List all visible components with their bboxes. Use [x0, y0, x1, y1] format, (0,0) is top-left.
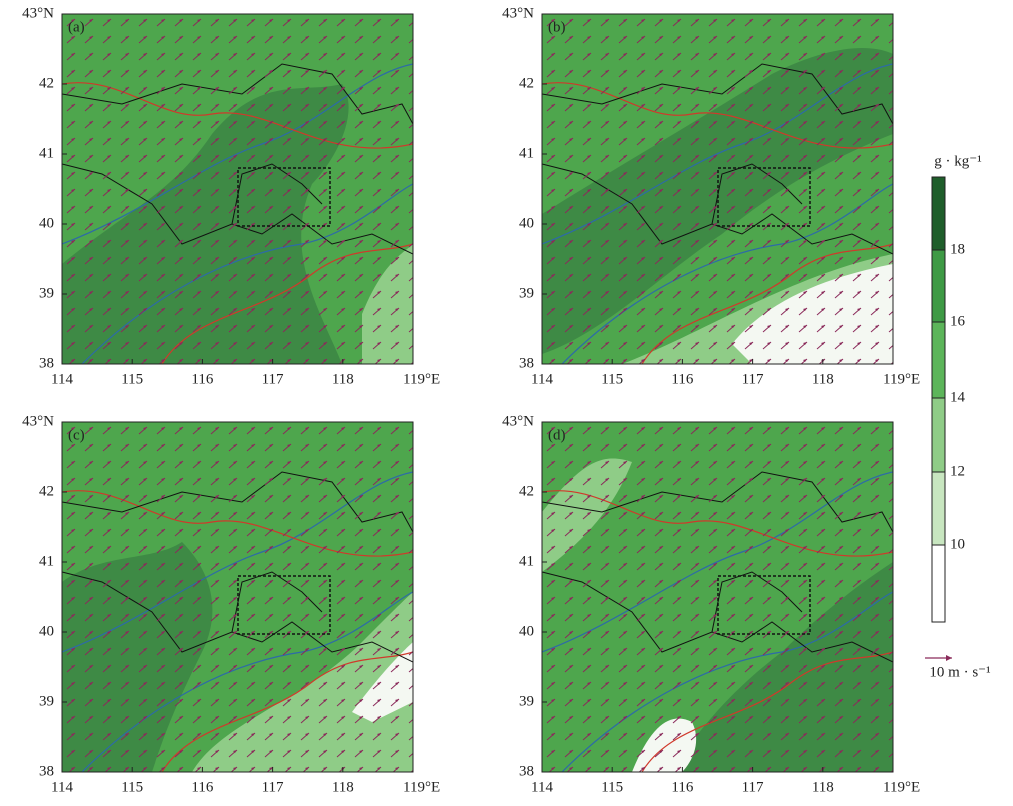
y-tick-label: 41	[519, 145, 534, 161]
y-tick-label: 40	[39, 215, 54, 231]
x-tick-label: 115	[601, 371, 623, 387]
y-tick-label: 42	[519, 483, 534, 499]
y-tick-label: 42	[519, 75, 534, 91]
x-tick-label: 116	[671, 371, 693, 387]
x-tick-label: 119°E	[403, 779, 440, 795]
y-tick-label: 43°N	[22, 413, 54, 429]
x-tick-label: 118	[332, 371, 354, 387]
colorbar-segment	[932, 545, 945, 622]
map-panel: (c) 114 115 116 117 118 119°E 38 39 40 41 42 43°N	[22, 413, 440, 795]
x-tick-label: 114	[51, 779, 73, 795]
x-tick-label: 115	[601, 779, 623, 795]
x-tick-label: 116	[191, 371, 213, 387]
x-tick-label: 118	[332, 779, 354, 795]
map-area	[542, 14, 893, 364]
x-tick-label: 115	[121, 371, 143, 387]
x-tick-label: 118	[812, 779, 834, 795]
wind-vectors	[542, 422, 893, 772]
x-tick-label: 114	[531, 779, 553, 795]
panel-label: (b)	[548, 19, 566, 35]
y-tick-label: 39	[519, 693, 534, 709]
y-tick-label: 39	[519, 285, 534, 301]
map-area	[62, 14, 413, 364]
panel-label: (a)	[68, 19, 85, 35]
y-tick-label: 41	[39, 553, 54, 569]
x-tick-label: 117	[742, 371, 764, 387]
x-tick-label: 119°E	[883, 371, 920, 387]
y-tick-label: 41	[39, 145, 54, 161]
x-tick-label: 117	[742, 779, 764, 795]
colorbar-tick-label: 14	[950, 389, 966, 405]
colorbar-segment	[932, 472, 945, 545]
y-tick-label: 40	[519, 215, 534, 231]
colorbar-segment	[932, 398, 945, 472]
colorbar-segment	[932, 177, 945, 250]
panel-label: (c)	[68, 427, 85, 443]
figure: g · kg⁻¹ 10 m · s⁻¹ 10 12 14 16 18 (a) 114 115 1…	[0, 0, 1013, 806]
x-tick-label: 117	[262, 371, 284, 387]
colorbar-unit: g · kg⁻¹	[934, 153, 981, 169]
map-panel: (d) 114 115 116 117 118 119°E 38 39 40 41 42 43°N	[502, 413, 920, 795]
colorbar-segment	[932, 250, 945, 322]
colorbar-tick-label: 16	[950, 313, 966, 329]
y-tick-label: 40	[39, 623, 54, 639]
colorbar-tick-label: 18	[950, 241, 965, 257]
wind-vectors	[542, 14, 893, 364]
x-tick-label: 119°E	[403, 371, 440, 387]
y-tick-label: 39	[39, 693, 54, 709]
x-tick-label: 116	[671, 779, 693, 795]
x-tick-label: 115	[121, 779, 143, 795]
y-tick-label: 43°N	[22, 5, 54, 21]
y-tick-label: 43°N	[502, 413, 534, 429]
y-tick-label: 38	[519, 355, 534, 371]
panel-label: (d)	[548, 427, 566, 443]
y-tick-label: 39	[39, 285, 54, 301]
y-tick-label: 41	[519, 553, 534, 569]
x-tick-label: 118	[812, 371, 834, 387]
y-tick-label: 42	[39, 483, 54, 499]
colorbar-segment	[932, 322, 945, 398]
map-panel: (a) 114 115 116 117 118 119°E 38 39 40 41 42 43°N	[22, 5, 440, 387]
y-tick-label: 40	[519, 623, 534, 639]
reference-arrowhead	[946, 655, 952, 661]
y-tick-label: 43°N	[502, 5, 534, 21]
y-tick-label: 38	[39, 763, 54, 779]
wind-vectors	[62, 422, 413, 772]
map-panel: (b) 114 115 116 117 118 119°E 38 39 40 41 42 43°N	[502, 5, 920, 387]
y-tick-label: 38	[39, 355, 54, 371]
x-tick-label: 116	[191, 779, 213, 795]
y-tick-label: 42	[39, 75, 54, 91]
x-tick-label: 119°E	[883, 779, 920, 795]
colorbar-tick-label: 10	[950, 536, 965, 552]
wind-reference: 10 m · s⁻¹	[925, 655, 991, 680]
colorbar-tick-label: 12	[950, 463, 965, 479]
wind-vectors	[62, 14, 413, 364]
x-tick-label: 114	[51, 371, 73, 387]
map-area	[542, 422, 893, 772]
map-area	[62, 422, 413, 772]
y-tick-label: 38	[519, 763, 534, 779]
x-tick-label: 117	[262, 779, 284, 795]
reference-label: 10 m · s⁻¹	[929, 664, 990, 680]
x-tick-label: 114	[531, 371, 553, 387]
